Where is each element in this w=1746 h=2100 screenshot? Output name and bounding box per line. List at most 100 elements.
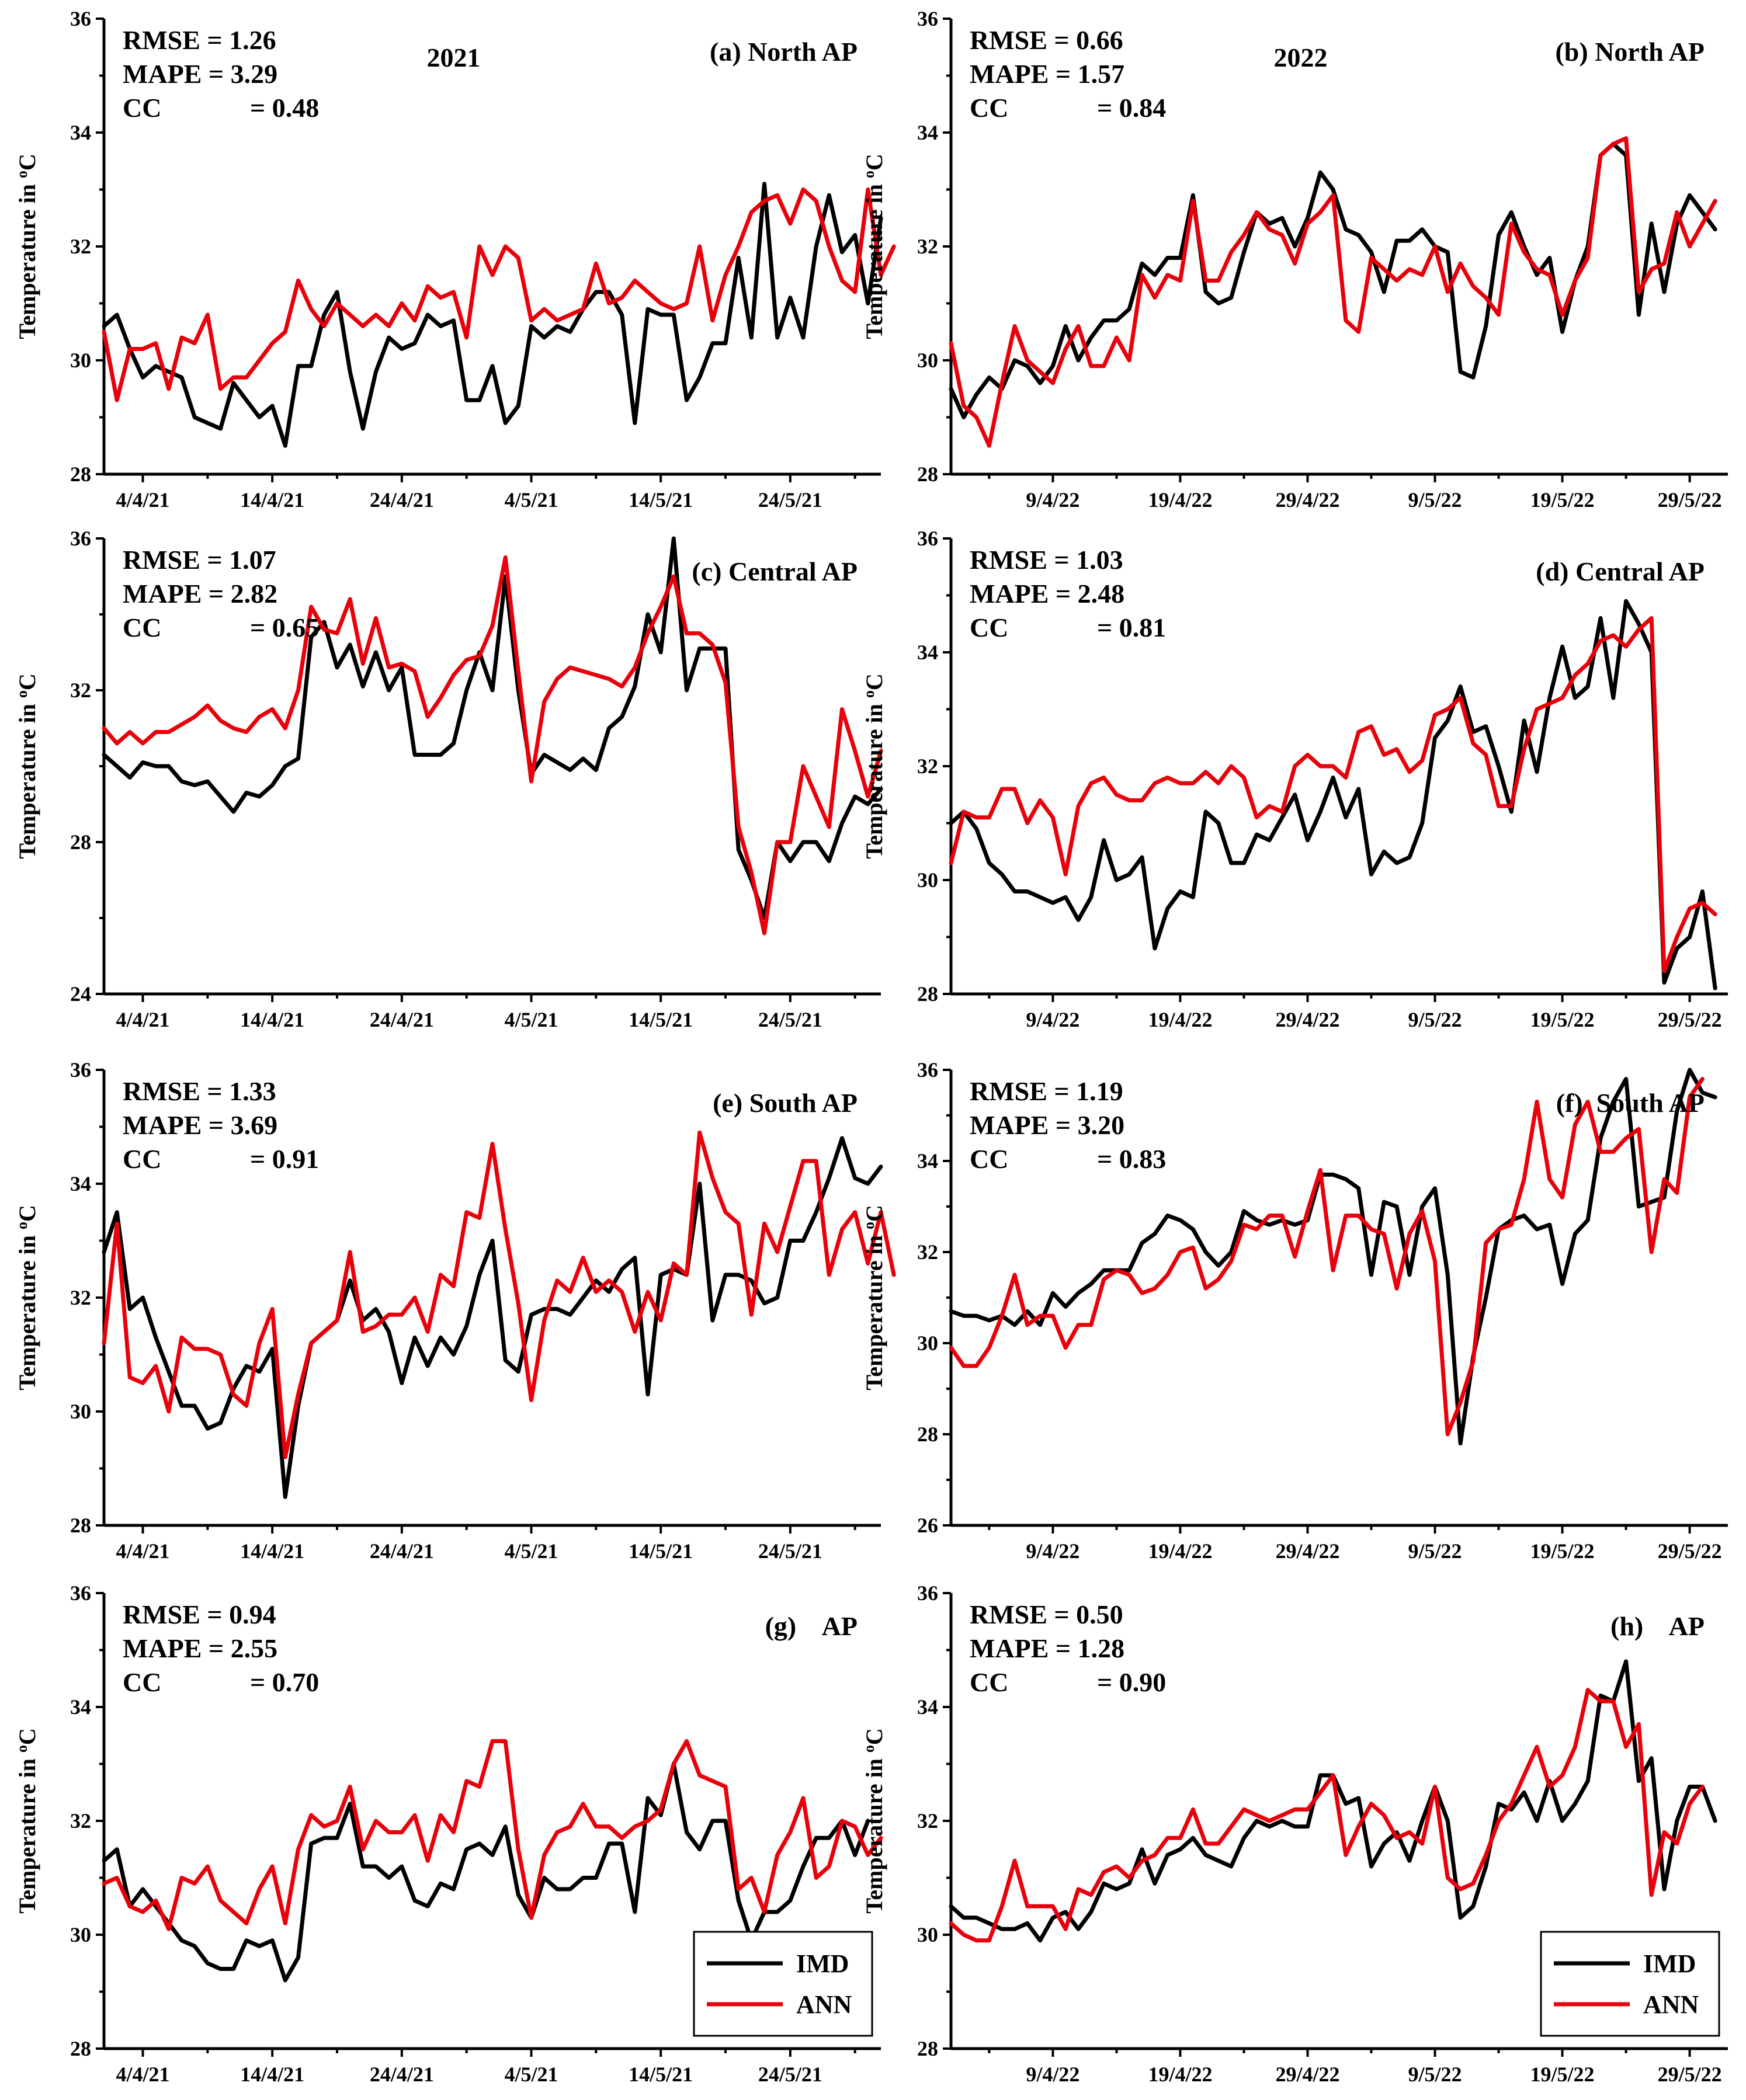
- x-tick-label: 19/5/22: [1530, 1539, 1595, 1563]
- stat-cc-value: = 0.90: [1097, 1667, 1166, 1697]
- stat-mape: MAPE = 3.20: [970, 1110, 1124, 1140]
- stat-cc-value: = 0.48: [250, 93, 319, 123]
- series-line-imd: [102, 1136, 883, 1499]
- y-axis-title-unit: C: [14, 673, 40, 690]
- y-axis-title-text: Temperature in: [14, 1229, 40, 1390]
- panel-title: (f) South AP: [1556, 1088, 1705, 1118]
- y-axis-title: Temperature in oC: [860, 1728, 887, 1913]
- x-tick-label: 24/4/21: [370, 1539, 434, 1563]
- x-tick-label: 4/4/21: [116, 488, 169, 512]
- stat-mape: MAPE = 1.28: [970, 1633, 1124, 1663]
- stat-rmse: RMSE = 0.66: [970, 25, 1123, 55]
- x-tick-label: 24/5/21: [758, 1008, 822, 1031]
- y-axis-title-unit: C: [861, 1728, 887, 1745]
- stat-rmse: RMSE = 0.50: [970, 1600, 1123, 1629]
- y-tick-label: 32: [917, 1809, 938, 1833]
- x-tick-label: 24/4/21: [370, 488, 434, 512]
- x-tick-label: 4/4/21: [116, 1539, 169, 1563]
- stat-cc-label: CC: [970, 1144, 1008, 1174]
- y-axis-title-sup: o: [13, 1745, 30, 1753]
- x-tick-label: 14/4/21: [240, 2063, 304, 2086]
- x-tick-label: 19/5/22: [1530, 1008, 1595, 1031]
- stat-mape: MAPE = 1.57: [970, 59, 1124, 89]
- x-tick-label: 9/4/22: [1026, 2063, 1079, 2086]
- y-tick-label: 36: [917, 1581, 938, 1605]
- year-label: 2022: [1274, 43, 1328, 72]
- stat-cc-label: CC: [123, 613, 161, 642]
- stat-cc-value: = 0.70: [250, 1667, 319, 1697]
- x-tick-label: 14/5/21: [629, 2063, 693, 2086]
- y-tick-label: 30: [917, 1923, 938, 1946]
- y-axis-title: Temperature in oC: [13, 1728, 40, 1913]
- x-tick-label: 9/4/22: [1026, 1008, 1079, 1031]
- x-tick-label: 19/5/22: [1530, 488, 1595, 512]
- x-tick-label: 29/5/22: [1658, 2063, 1722, 2086]
- year-label: 2021: [427, 43, 481, 72]
- x-tick-label: 19/4/22: [1148, 1539, 1212, 1563]
- y-axis-title-sup: o: [13, 690, 30, 698]
- panel-a: 28 30 32 34 36 4/4/21 14/4/21 24/4/21 4/5/21 14/5…: [13, 7, 896, 512]
- x-tick-label: 4/5/21: [504, 1539, 558, 1563]
- x-tick-label: 19/5/22: [1530, 2063, 1595, 2086]
- y-axis-title-sup: o: [860, 1222, 877, 1229]
- y-tick-label: 28: [917, 982, 938, 1006]
- x-tick-label: 4/5/21: [504, 2063, 558, 2086]
- x-tick-label: 24/4/21: [370, 2063, 434, 2086]
- y-axis-title-unit: C: [861, 673, 887, 690]
- x-tick-label: 29/4/22: [1275, 2063, 1339, 2086]
- y-tick-label: 34: [917, 1695, 938, 1719]
- x-tick-label: 19/4/22: [1148, 2063, 1212, 2086]
- x-tick-label: 9/5/22: [1408, 1008, 1462, 1031]
- x-tick-label: 14/4/21: [240, 488, 304, 512]
- x-tick-label: 4/4/21: [116, 2063, 169, 2086]
- y-tick-label: 30: [917, 1331, 938, 1355]
- y-axis-title-text: Temperature in: [861, 1753, 887, 1914]
- y-axis-title: Temperature in oC: [860, 673, 887, 858]
- y-axis-title: Temperature in oC: [13, 673, 40, 858]
- series-line-imd: [949, 142, 1717, 419]
- y-axis-title-unit: C: [861, 154, 887, 171]
- legend: IMD ANN: [1540, 1931, 1720, 2037]
- stat-rmse: RMSE = 1.19: [970, 1076, 1123, 1106]
- x-tick-label: 24/5/21: [758, 488, 822, 512]
- x-tick-label: 24/5/21: [758, 2063, 822, 2086]
- stat-rmse: RMSE = 1.07: [123, 545, 276, 575]
- panel-title: (d) Central AP: [1536, 557, 1705, 586]
- y-axis-title-sup: o: [13, 171, 30, 178]
- legend-label-ann: ANN: [796, 1990, 852, 2019]
- y-tick-label: 34: [917, 121, 938, 144]
- legend: IMD ANN: [693, 1931, 873, 2037]
- y-tick-label: 28: [70, 830, 91, 854]
- series-line-imd: [102, 1762, 870, 1983]
- panel-e: 28 30 32 34 36 4/4/21 14/4/21 24/4/21 4/5/21 14/5…: [13, 1058, 896, 1563]
- x-tick-label: 14/5/21: [629, 1539, 693, 1563]
- x-tick-label: 29/5/22: [1658, 1539, 1722, 1563]
- y-tick-label: 36: [70, 1058, 91, 1082]
- stat-cc-label: CC: [123, 1667, 161, 1697]
- panel-title: (g) AP: [765, 1611, 858, 1641]
- y-tick-label: 36: [70, 527, 91, 550]
- y-tick-label: 34: [70, 121, 91, 144]
- x-tick-label: 29/4/22: [1275, 1539, 1339, 1563]
- y-axis-title-text: Temperature in: [861, 178, 887, 339]
- series-line-imd: [949, 599, 1717, 990]
- series-line-imd: [102, 182, 883, 448]
- y-axis-title: Temperature in oC: [860, 154, 887, 339]
- y-axis-title: Temperature in oC: [13, 154, 40, 339]
- panel-d: 28 30 32 34 36 9/4/22 19/4/22 29/4/22 9/5/22 19/5…: [860, 527, 1728, 1031]
- stat-cc-label: CC: [970, 93, 1008, 123]
- x-tick-label: 19/4/22: [1148, 1008, 1212, 1031]
- y-axis-title-text: Temperature in: [14, 178, 40, 339]
- panel-c: 24 28 32 36 4/4/21 14/4/21 24/4/21 4/5/21 14/5/2…: [13, 527, 883, 1031]
- x-tick-label: 9/5/22: [1408, 2063, 1462, 2086]
- y-tick-label: 32: [70, 235, 91, 258]
- y-axis-title-text: Temperature in: [14, 698, 40, 859]
- stat-cc-label: CC: [123, 1144, 161, 1174]
- y-tick-label: 34: [70, 1695, 91, 1719]
- panel-f: 26 28 30 32 34 36 9/4/22 19/4/22 29/4/22 9/5/22 19…: [860, 1058, 1728, 1563]
- x-tick-label: 4/5/21: [504, 488, 558, 512]
- y-axis-title-unit: C: [861, 1205, 887, 1222]
- y-tick-label: 32: [70, 679, 91, 702]
- x-tick-label: 14/4/21: [240, 1008, 304, 1031]
